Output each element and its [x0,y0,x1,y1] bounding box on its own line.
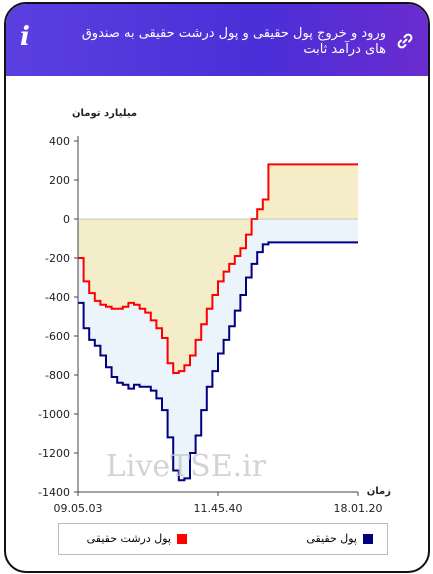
series-line-0[interactable] [78,241,358,482]
info-icon[interactable]: i [20,22,30,52]
y-tick-label: -600 [45,330,70,343]
x-tick-label: 18.01.20 [334,502,383,515]
y-tick-label: 0 [63,213,70,226]
watermark: LiveTSE.ir [106,449,267,484]
line-chart: 400 200 0 -200 -400 -600 -800 -1000 -1200 -1400 09… [38,108,391,515]
y-tick-label: -1400 [38,486,70,499]
y-tick-label: -800 [45,369,70,382]
chart-title: ورود و خروج پول حقیقی و پول درشت حقیقی ب… [81,26,386,57]
legend-swatch-large-real-money [177,533,187,544]
legend-item-real-money[interactable]: پول حقیقی [306,532,373,545]
chart-card: i ورود و خروج پول حقیقی و پول درشت حقیقی… [4,2,430,573]
legend-item-large-real-money[interactable]: پول درشت حقیقی [87,532,187,545]
x-tick-label: 11.45.40 [194,502,243,515]
y-tick-label: -200 [45,252,70,265]
legend: پول حقیقی پول درشت حقیقی [58,523,388,555]
x-tick-label: 09.05.03 [54,502,103,515]
x-axis-label: زمان [367,486,391,497]
legend-swatch-real-money [363,533,373,544]
legend-label-real-money: پول حقیقی [306,532,357,545]
series-fill-1 [78,164,358,374]
legend-label-large-real-money: پول درشت حقیقی [86,532,171,545]
y-tick-label: 400 [49,135,70,148]
y-tick-label: -400 [45,291,70,304]
y-tick-label: -1000 [38,408,70,421]
chart-header: i ورود و خروج پول حقیقی و پول درشت حقیقی… [6,4,428,76]
y-axis-label: میلیارد تومان [72,108,137,119]
series-line-1[interactable] [78,163,358,375]
y-tick-label: -1200 [38,447,70,460]
y-tick-label: 200 [49,174,70,187]
link-icon[interactable] [396,32,414,50]
